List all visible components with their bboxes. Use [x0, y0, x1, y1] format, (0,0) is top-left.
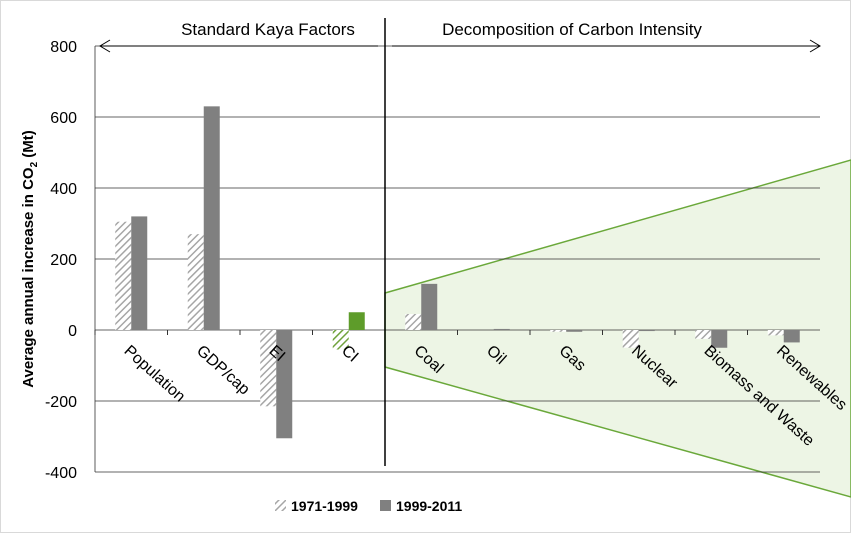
section-label: Decomposition of Carbon Intensity [442, 20, 702, 39]
arrow-head [99, 39, 111, 53]
bar [115, 221, 132, 330]
y-tick-label: 400 [50, 181, 77, 198]
y-tick-label: -400 [45, 465, 77, 482]
y-title-sub: 2 [29, 161, 40, 167]
y-title-part: (Mt) [20, 130, 37, 162]
bar [783, 330, 800, 343]
highlight-wedge [384, 159, 851, 498]
bar [566, 330, 583, 332]
bar [767, 330, 784, 336]
bar [638, 330, 655, 332]
bar [622, 330, 639, 348]
bar [187, 234, 204, 330]
y-tick-label: 200 [50, 252, 77, 269]
y-tick-label: 600 [50, 110, 77, 127]
legend-swatch [275, 500, 286, 511]
y-title-part: Average annual increase in CO [20, 167, 37, 388]
bar [332, 330, 349, 350]
bar [203, 106, 220, 330]
y-tick-label: 0 [68, 323, 77, 340]
label-bg [394, 16, 750, 40]
arrow-head [809, 39, 821, 53]
legend-label: 1971-1999 [291, 498, 358, 514]
y-tick-label: -200 [45, 394, 77, 411]
bar [711, 330, 728, 348]
bar [131, 216, 148, 330]
bar [550, 330, 567, 332]
bar [260, 330, 277, 407]
bar [348, 312, 365, 330]
legend-label: 1999-2011 [396, 498, 462, 514]
section-label: Standard Kaya Factors [181, 20, 355, 39]
y-axis-title: Average annual increase in CO2 (Mt) [20, 130, 40, 388]
bar [695, 330, 712, 339]
bar [276, 330, 293, 439]
legend-swatch [380, 500, 391, 511]
bar [405, 314, 422, 330]
x-tick-label: GDP/cap [193, 342, 253, 398]
y-tick-label: 800 [50, 39, 77, 56]
x-tick-label: Population [121, 342, 189, 405]
bar [493, 328, 510, 330]
label-bg [150, 16, 376, 40]
bar [421, 283, 438, 330]
